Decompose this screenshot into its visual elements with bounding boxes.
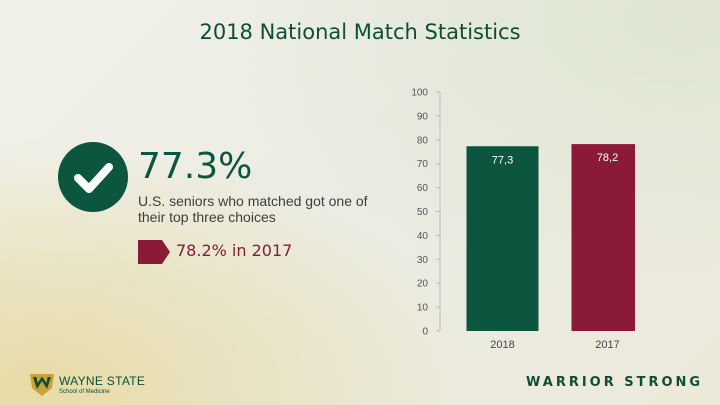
y-tick-label: 30 xyxy=(417,255,429,266)
y-tick-label: 0 xyxy=(422,327,428,338)
logo-subtitle: School of Medicine xyxy=(59,389,110,395)
match-percent: 77.3% xyxy=(138,146,253,187)
x-tick-label: 2018 xyxy=(490,339,514,351)
y-tick-label: 60 xyxy=(417,183,429,194)
y-tick-label: 90 xyxy=(417,111,429,122)
bar-2017 xyxy=(571,144,635,331)
previous-year-stat: 78.2% in 2017 xyxy=(176,241,293,260)
data-label: 77,3 xyxy=(492,154,513,166)
y-tick-label: 70 xyxy=(417,159,429,170)
y-tick-label: 10 xyxy=(417,303,429,314)
data-label: 78,2 xyxy=(597,152,618,164)
slide-title: 2018 National Match Statistics xyxy=(199,20,521,44)
y-tick-label: 100 xyxy=(411,88,428,99)
y-tick-label: 80 xyxy=(417,135,429,146)
bar-2018 xyxy=(466,146,539,331)
y-tick-label: 40 xyxy=(417,231,429,242)
checkmark-icon xyxy=(58,142,128,212)
match-description: U.S. seniors who matched got one of thei… xyxy=(138,193,368,225)
x-tick-label: 2017 xyxy=(595,339,619,351)
wayne-state-w-shield-icon xyxy=(30,374,54,396)
match-bar-chart: 0 10 20 30 40 50 60 70 80 90 100 77,3 2018 78,2 2017 xyxy=(411,88,635,351)
y-tick-label: 50 xyxy=(417,207,429,218)
logo-name: WAYNE STATE xyxy=(59,374,146,388)
tagline: WARRIOR STRONG xyxy=(526,375,704,390)
y-tick-label: 20 xyxy=(417,279,429,290)
tag-arrow-icon xyxy=(138,240,170,264)
